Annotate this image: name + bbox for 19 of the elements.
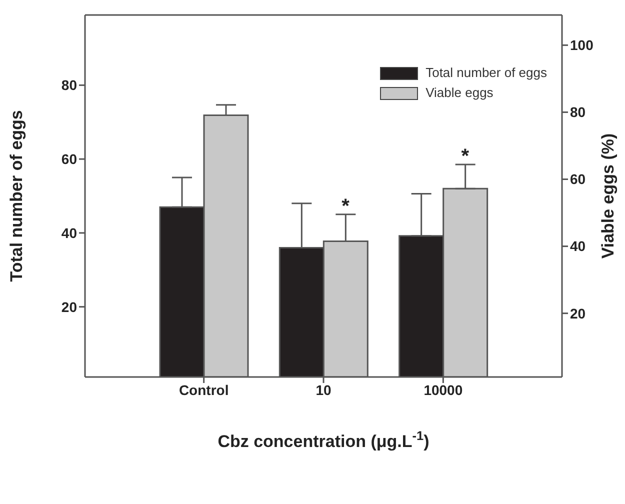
y-tick-label: 40 <box>61 224 78 241</box>
x-axis-title: Cbz concentration (μg.L$^{-1}$) <box>218 428 430 451</box>
legend-label: Viable eggs <box>426 84 494 102</box>
y2-axis-title: Viable eggs (%) <box>598 133 618 259</box>
x-tick-label: 10000 <box>424 382 463 398</box>
y2-tick-label: 40 <box>570 238 586 254</box>
y2-tick-label: 80 <box>570 104 586 120</box>
y2-tick-label: 60 <box>570 171 586 188</box>
y2-tick-label: 100 <box>570 37 594 54</box>
annotation: * <box>461 145 470 168</box>
annotation: * <box>342 195 350 218</box>
y-tick-label: 20 <box>61 298 78 315</box>
legend-label: Total number of eggs <box>426 64 547 82</box>
x-tick-label: Control <box>178 382 229 398</box>
y2-tick-label: 20 <box>570 305 586 322</box>
y-axis-title: Total number of eggs <box>7 110 26 282</box>
x-tick-label: 10 <box>316 382 332 398</box>
y-tick-label: 80 <box>61 77 78 94</box>
y-tick-label: 60 <box>61 151 78 168</box>
